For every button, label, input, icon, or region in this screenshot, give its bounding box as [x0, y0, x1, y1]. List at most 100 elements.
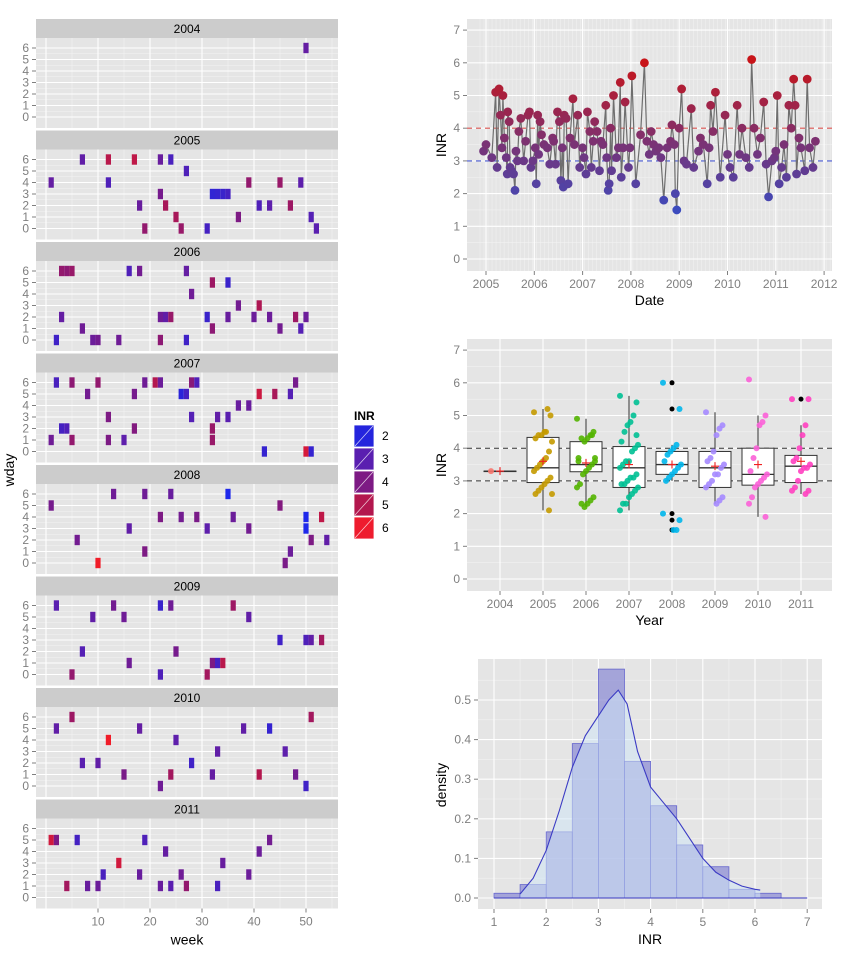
facet-strip-label: 2007 — [174, 357, 201, 371]
data-point — [494, 84, 504, 94]
jitter-point — [676, 405, 683, 412]
y-tick-label: 0 — [453, 252, 460, 266]
y-tick-label: 2 — [22, 87, 29, 101]
calendar-cell — [267, 200, 273, 211]
legend-label: 3 — [382, 452, 389, 466]
data-point — [563, 179, 573, 189]
data-point — [794, 133, 804, 143]
data-point — [561, 113, 571, 123]
y-tick-label: 0 — [22, 445, 29, 459]
y-tick-label: 1 — [22, 433, 29, 447]
calendar-cell — [105, 734, 111, 746]
box-group — [612, 392, 646, 514]
jitter-point — [710, 448, 717, 455]
y-tick-label: 4 — [453, 441, 460, 455]
y-tick-label: 1 — [22, 545, 29, 559]
calendar-cell — [267, 723, 273, 734]
data-point — [656, 153, 666, 163]
box-group — [784, 396, 818, 497]
calendar-cell — [59, 423, 65, 434]
calendar-cell — [183, 334, 189, 346]
data-point — [530, 143, 540, 153]
calendar-cell — [293, 311, 299, 323]
calendar-cell — [173, 734, 179, 746]
y-tick-label: 5 — [22, 499, 29, 513]
calendar-cell — [319, 511, 325, 523]
box-group — [569, 415, 603, 511]
data-point — [609, 91, 618, 100]
jitter-point — [589, 432, 595, 439]
calendar-cell — [246, 400, 252, 411]
x-tick-label: 2010 — [745, 597, 772, 611]
y-tick-label: 1 — [22, 210, 29, 224]
jitter-point — [633, 399, 640, 406]
calendar-cell — [209, 423, 215, 434]
y-tick-label: 2 — [22, 310, 29, 324]
calendar-cell — [178, 511, 184, 523]
jitter-point — [670, 526, 677, 533]
calendar-cell — [230, 511, 236, 523]
data-point — [774, 179, 784, 189]
calendar-cell — [204, 669, 210, 680]
calendar-cell — [277, 500, 283, 511]
data-point — [555, 117, 564, 127]
legend-label: 5 — [382, 498, 389, 512]
x-tick-label: 50 — [299, 915, 313, 929]
data-point — [737, 123, 747, 133]
y-tick-label: 1 — [22, 879, 29, 893]
data-point — [585, 127, 595, 136]
y-tick-label: 0 — [22, 556, 29, 570]
calendar-cell — [303, 511, 309, 523]
data-point — [551, 159, 560, 169]
calendar-cell — [85, 388, 91, 400]
calendar-cell — [183, 165, 189, 177]
calendar-cell — [220, 188, 226, 200]
calendar-cell — [79, 323, 85, 334]
data-point — [672, 205, 682, 215]
inr-histogram-chart: 0.0 0.1 0.2 0.3 0.4 0.5 1 2 3 4 5 6 7 INR density — [433, 659, 822, 947]
y-tick-label: 3 — [22, 410, 29, 424]
data-point — [753, 149, 762, 159]
calendar-cell — [53, 377, 59, 388]
x-tick-label: 2005 — [473, 277, 500, 291]
legend-title: INR — [354, 409, 375, 423]
data-point — [509, 169, 518, 179]
calendar-cell — [142, 488, 148, 500]
data-point — [764, 192, 773, 202]
y-tick-label: 4 — [22, 845, 29, 859]
calendar-cell — [100, 869, 106, 880]
y-tick-label: 1 — [453, 539, 460, 553]
calendar-cell — [116, 334, 122, 346]
calendar-cell — [225, 277, 231, 288]
y-tick-label: 3 — [22, 76, 29, 90]
y-tick-label: 0 — [453, 572, 460, 586]
calendar-cell — [282, 746, 288, 757]
data-point — [620, 97, 630, 107]
calendar-cell — [121, 769, 127, 780]
data-point — [497, 143, 507, 153]
jitter-point — [546, 448, 552, 455]
facet-strip-label: 2006 — [174, 245, 201, 259]
y-tick-label: 6 — [22, 153, 29, 167]
jitter-point — [704, 458, 711, 465]
legend-swatch-slash — [354, 448, 374, 470]
inr-legend: INR 2 3 4 5 6 — [353, 409, 389, 540]
calendar-cell — [256, 769, 262, 780]
x-tick-label: 5 — [699, 915, 706, 929]
y-tick-label: 5 — [22, 833, 29, 847]
calendar-cell — [194, 377, 200, 388]
calendar-cell — [209, 277, 215, 288]
y-tick-label: 6 — [22, 41, 29, 55]
panel-background — [467, 339, 832, 591]
data-point — [603, 185, 613, 195]
facet-strip-label: 2005 — [174, 134, 201, 148]
calendar-cell — [246, 523, 252, 534]
y-tick-label: 5 — [453, 409, 460, 423]
data-point — [498, 91, 508, 100]
calendar-cell — [308, 711, 314, 723]
calendar-cell — [48, 500, 54, 511]
jitter-point — [718, 464, 724, 471]
data-point — [777, 163, 786, 172]
calendar-cell — [235, 300, 241, 311]
